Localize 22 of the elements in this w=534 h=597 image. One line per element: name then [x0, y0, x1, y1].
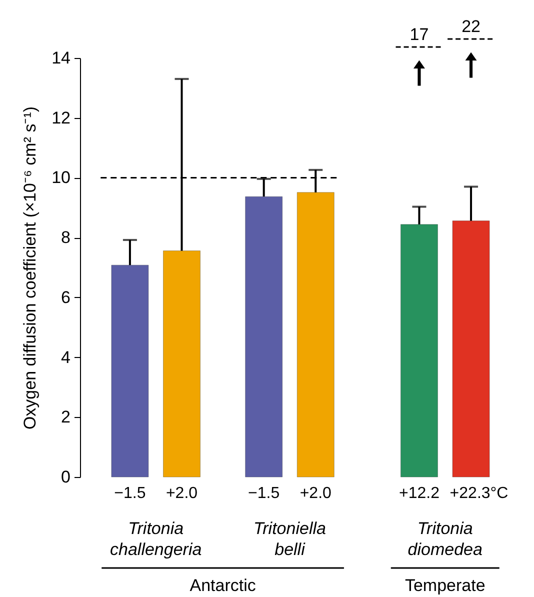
text: Tritoniella belli — [254, 519, 326, 559]
x-tick-label: +22.3°C — [450, 485, 508, 502]
y-tick-label: 2 — [61, 408, 70, 427]
text: Temperate — [404, 576, 486, 595]
y-axis-title: Oxygen diffusion coefficient (×10⁻⁶ cm² s⁻¹) — [20, 106, 40, 430]
x-tick-label: +2.0 — [300, 485, 332, 502]
y-tick-label: 6 — [61, 288, 70, 307]
text: 22 — [462, 17, 480, 36]
text: Tritonia diomedea — [408, 519, 482, 559]
y-tick-label: 12 — [52, 108, 70, 128]
text: Antarctic — [190, 576, 256, 595]
x-tick-label: +2.0 — [166, 485, 198, 502]
x-tick-label: +12.2 — [398, 485, 440, 502]
text: 17 — [410, 25, 429, 44]
x-tick-label: −1.5 — [114, 485, 146, 502]
y-tick-label: 14 — [52, 48, 70, 68]
x-tick-label: −1.5 — [248, 485, 280, 502]
y-tick-label: 4 — [61, 348, 70, 367]
y-tick-label: 8 — [61, 228, 70, 248]
y-tick-label: 10 — [52, 168, 70, 188]
text: Tritonia challengeria — [110, 519, 202, 559]
y-tick-label: 0 — [61, 468, 70, 486]
